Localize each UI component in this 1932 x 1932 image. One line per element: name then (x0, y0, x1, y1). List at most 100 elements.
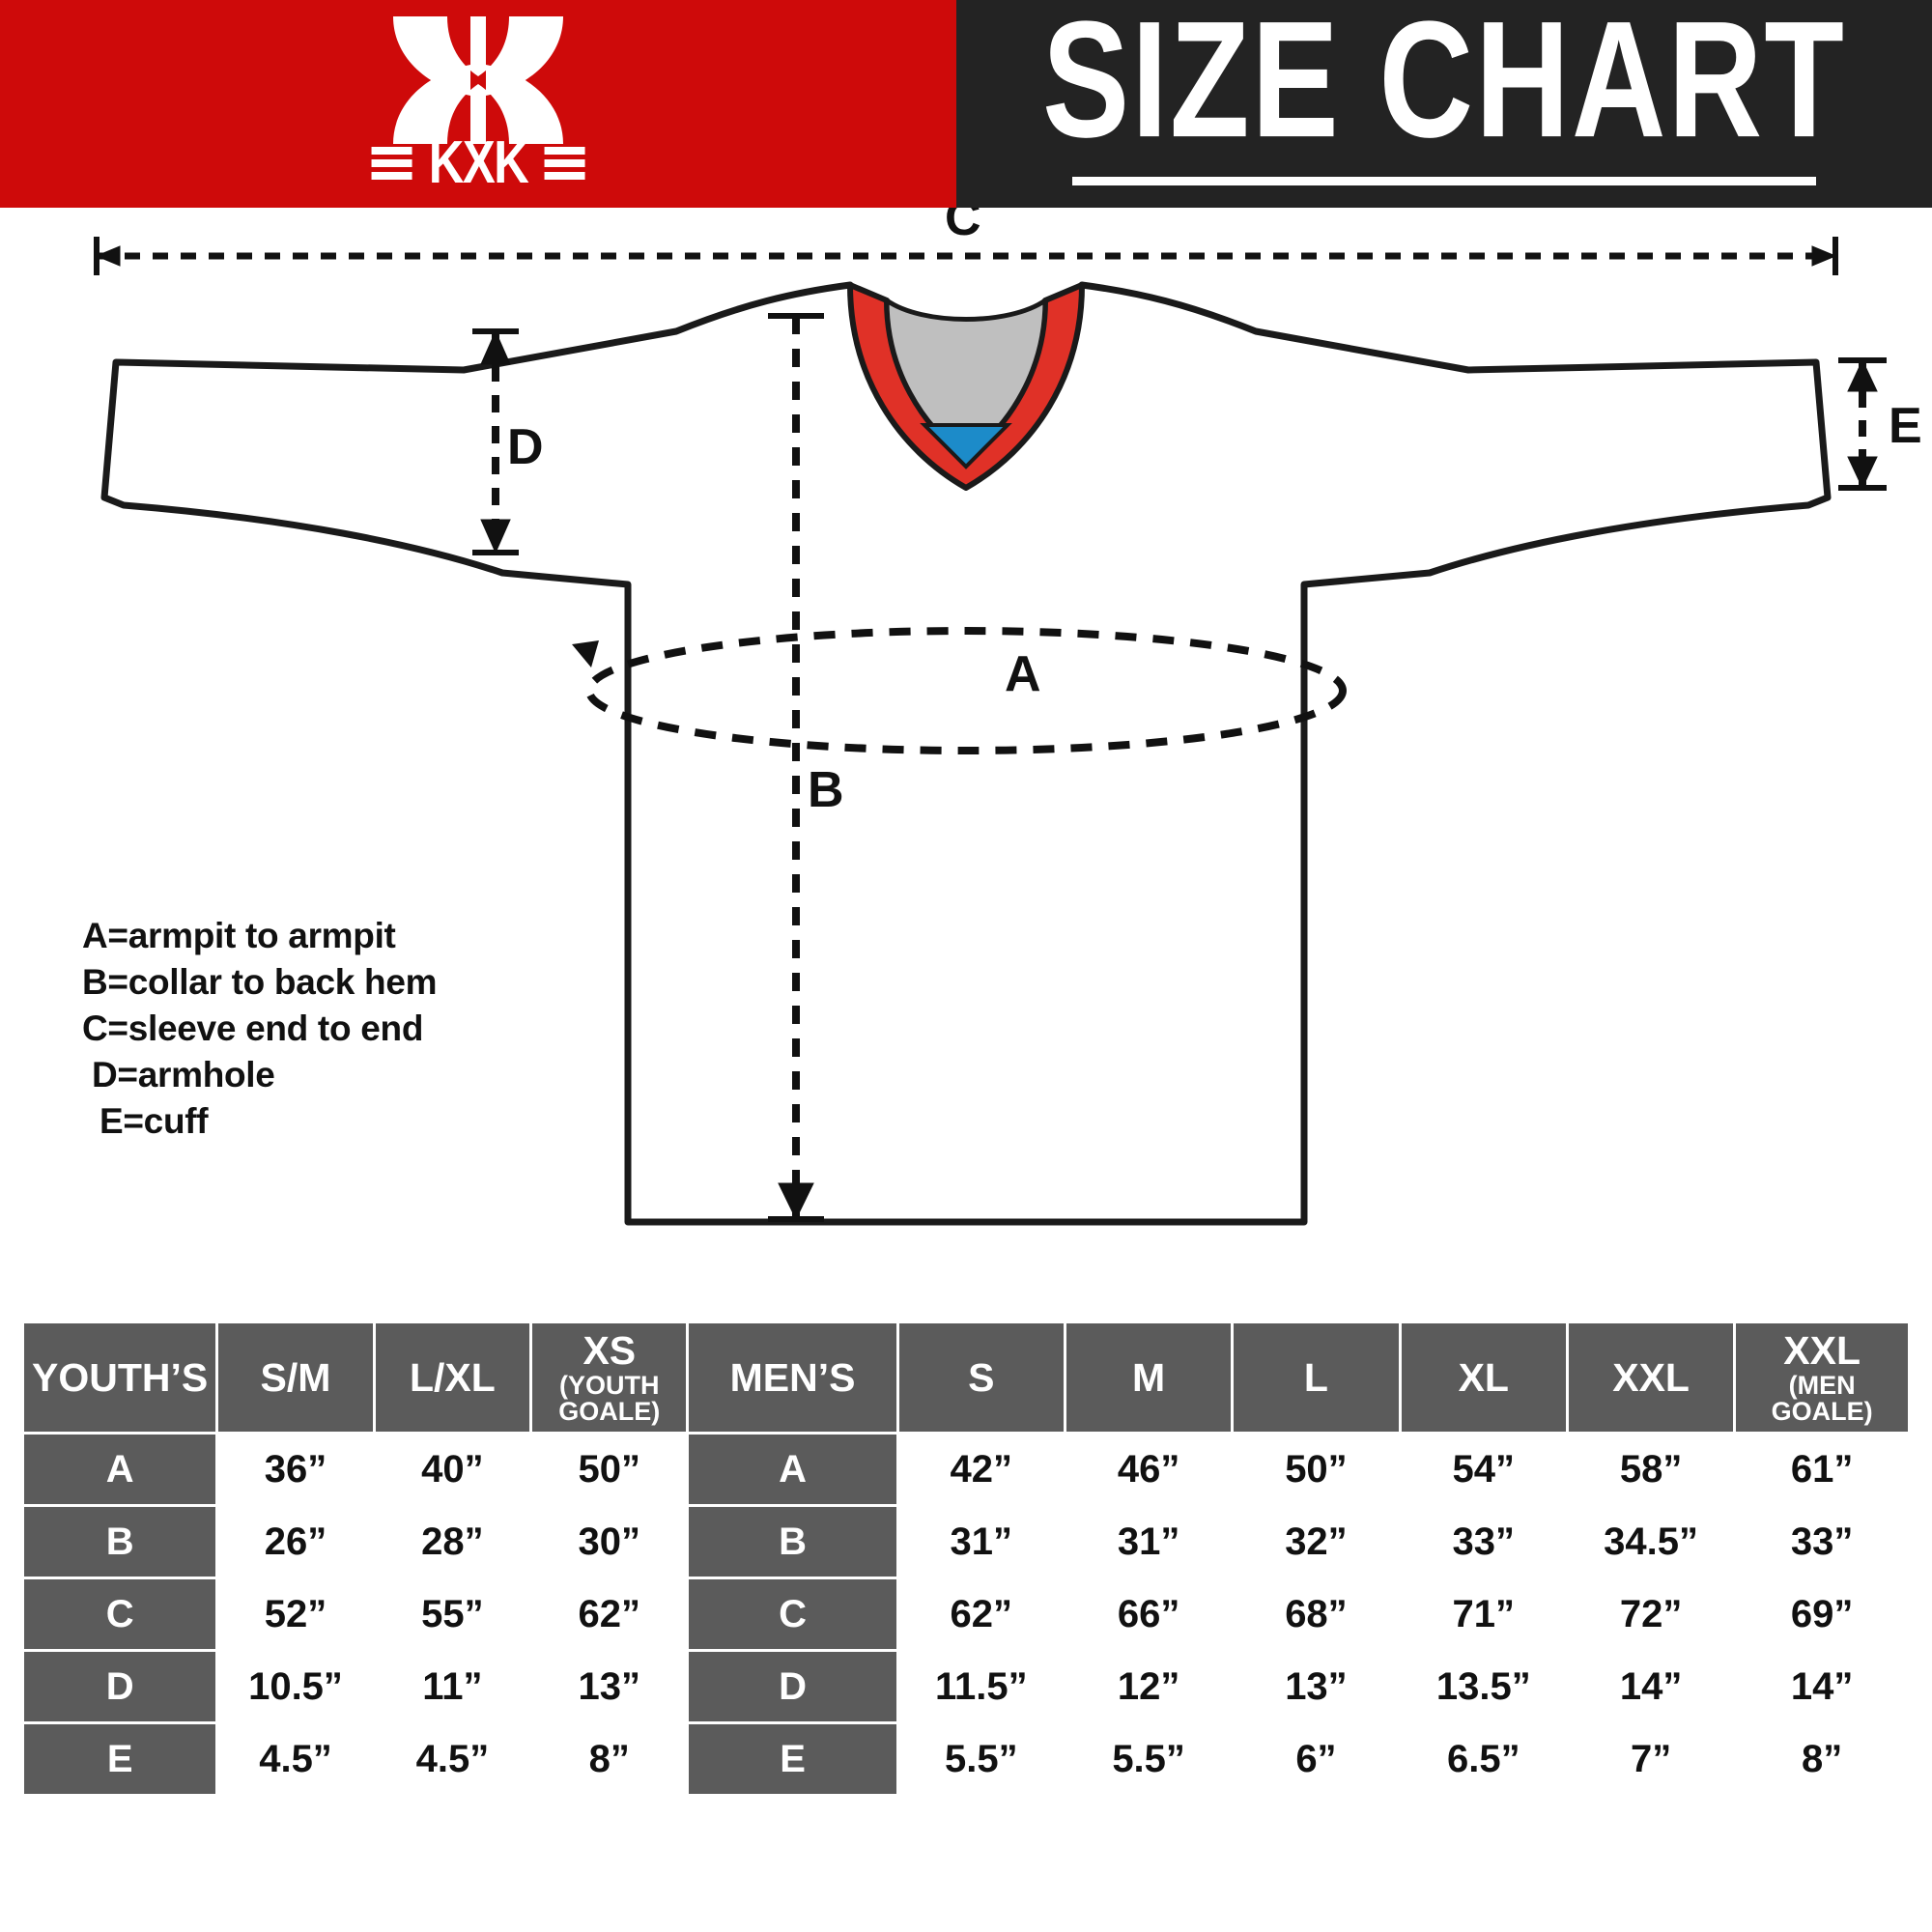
mens-value-B-1: 31” (1065, 1507, 1232, 1577)
dimension-line-c (94, 237, 1838, 275)
mens-value-E-2: 6” (1234, 1724, 1399, 1794)
logo-wordmark: KXK (371, 128, 585, 196)
dimension-line-b (768, 313, 824, 1222)
mens-value-E-4: 7” (1568, 1724, 1734, 1794)
collar-tip (920, 423, 1012, 469)
size-label: XL (1458, 1354, 1509, 1400)
size-sublabel: (MEN GOALE) (1771, 1370, 1873, 1426)
mens-size-header-1: M (1065, 1323, 1232, 1432)
mens-value-D-4: 14” (1568, 1652, 1734, 1721)
mens-size-header-4: XXL (1568, 1323, 1734, 1432)
mens-value-C-4: 72” (1568, 1579, 1734, 1649)
table-row: E 4.5” 4.5” 8” E 5.5” 5.5” 6” 6.5” 7” 8” (24, 1724, 1908, 1794)
youth-value-A-1: 40” (375, 1435, 530, 1504)
mens-value-D-2: 13” (1234, 1652, 1399, 1721)
dimension-label-e: E (1889, 398, 1922, 454)
brand-text: KXK (428, 128, 529, 196)
mens-value-A-0: 42” (898, 1435, 1064, 1504)
size-label: L (1303, 1354, 1328, 1400)
size-label: M (1132, 1354, 1166, 1400)
page-title: SIZE CHART (1042, 0, 1846, 173)
mens-value-C-0: 62” (898, 1579, 1064, 1649)
youth-value-E-1: 4.5” (375, 1724, 530, 1794)
dimension-label-d: D (507, 419, 544, 475)
logo-bars-left-icon (371, 147, 412, 181)
mens-size-header-3: XL (1401, 1323, 1566, 1432)
mens-value-A-5: 61” (1736, 1435, 1908, 1504)
mens-group-header: MEN’S (689, 1323, 896, 1432)
mens-size-header-2: L (1234, 1323, 1399, 1432)
size-label: XXL (1783, 1327, 1861, 1373)
dimension-label-c: C (945, 208, 981, 246)
youth-row-label-A: A (24, 1435, 216, 1504)
youth-value-B-2: 30” (532, 1507, 687, 1577)
youth-size-header-2: XS (YOUTH GOALE) (532, 1323, 687, 1432)
youth-value-C-2: 62” (532, 1579, 687, 1649)
youth-value-A-2: 50” (532, 1435, 687, 1504)
legend-line-e: E=cuff (99, 1101, 209, 1142)
youth-size-header-1: L/XL (375, 1323, 530, 1432)
dimension-line-d (472, 328, 519, 555)
youth-value-B-1: 28” (375, 1507, 530, 1577)
youth-value-A-0: 36” (218, 1435, 373, 1504)
youth-value-E-2: 8” (532, 1724, 687, 1794)
size-label: XS (582, 1327, 637, 1373)
mens-value-E-5: 8” (1736, 1724, 1908, 1794)
mens-value-E-0: 5.5” (898, 1724, 1064, 1794)
legend-line-a: A=armpit to armpit (82, 916, 396, 955)
youth-size-header-0: S/M (218, 1323, 373, 1432)
youth-row-label-C: C (24, 1579, 216, 1649)
mens-value-A-1: 46” (1065, 1435, 1232, 1504)
youth-value-D-2: 13” (532, 1652, 687, 1721)
mens-value-A-3: 54” (1401, 1435, 1566, 1504)
mens-value-C-1: 66” (1065, 1579, 1232, 1649)
table-row: A 36” 40” 50” A 42” 46” 50” 54” 58” 61” (24, 1435, 1908, 1504)
mens-value-B-3: 33” (1401, 1507, 1566, 1577)
mens-row-label-E: E (689, 1724, 896, 1794)
jersey-diagram: D E A B C (0, 208, 1932, 1309)
size-sublabel: (YOUTH GOALE) (558, 1370, 661, 1426)
youth-row-label-E: E (24, 1724, 216, 1794)
mens-value-B-4: 34.5” (1568, 1507, 1734, 1577)
youth-row-label-B: B (24, 1507, 216, 1577)
mens-row-label-C: C (689, 1579, 896, 1649)
youth-group-header: YOUTH’S (24, 1323, 216, 1432)
youth-value-D-0: 10.5” (218, 1652, 373, 1721)
mens-row-label-D: D (689, 1652, 896, 1721)
mens-value-D-3: 13.5” (1401, 1652, 1566, 1721)
collar-inner (884, 298, 1048, 460)
mens-row-label-A: A (689, 1435, 896, 1504)
youth-value-C-1: 55” (375, 1579, 530, 1649)
mens-value-D-1: 12” (1065, 1652, 1232, 1721)
mens-value-C-3: 71” (1401, 1579, 1566, 1649)
mens-value-B-2: 32” (1234, 1507, 1399, 1577)
mens-value-A-4: 58” (1568, 1435, 1734, 1504)
title-underline (1072, 176, 1816, 185)
mens-value-C-5: 69” (1736, 1579, 1908, 1649)
title-panel: SIZE CHART (956, 0, 1932, 208)
size-label: XXL (1612, 1354, 1690, 1400)
mens-value-C-2: 68” (1234, 1579, 1399, 1649)
legend-line-c: C=sleeve end to end (82, 1009, 424, 1049)
size-label: L/XL (409, 1354, 496, 1400)
hourglass-icon (393, 15, 563, 144)
dimension-line-e (1838, 357, 1887, 491)
youth-value-C-0: 52” (218, 1579, 373, 1649)
table-row: D 10.5” 11” 13” D 11.5” 12” 13” 13.5” 14” 14” (24, 1652, 1908, 1721)
mens-size-header-5: XXL (MEN GOALE) (1736, 1323, 1908, 1432)
kxk-logo: KXK (333, 13, 623, 196)
table-row: B 26” 28” 30” B 31” 31” 32” 33” 34.5” 33” (24, 1507, 1908, 1577)
mens-size-header-0: S (898, 1323, 1064, 1432)
mens-value-D-5: 14” (1736, 1652, 1908, 1721)
mens-value-E-3: 6.5” (1401, 1724, 1566, 1794)
size-label: S/M (260, 1354, 331, 1400)
table-row: C 52” 55” 62” C 62” 66” 68” 71” 72” 69” (24, 1579, 1908, 1649)
page-header: KXK SIZE CHART (0, 0, 1932, 208)
mens-value-A-2: 50” (1234, 1435, 1399, 1504)
dimension-label-a: A (1005, 646, 1041, 702)
youth-value-B-0: 26” (218, 1507, 373, 1577)
youth-value-D-1: 11” (375, 1652, 530, 1721)
mens-row-label-B: B (689, 1507, 896, 1577)
dimension-label-b: B (808, 762, 844, 818)
measurement-legend: A=armpit to armpit B=collar to back hem … (82, 913, 438, 1145)
